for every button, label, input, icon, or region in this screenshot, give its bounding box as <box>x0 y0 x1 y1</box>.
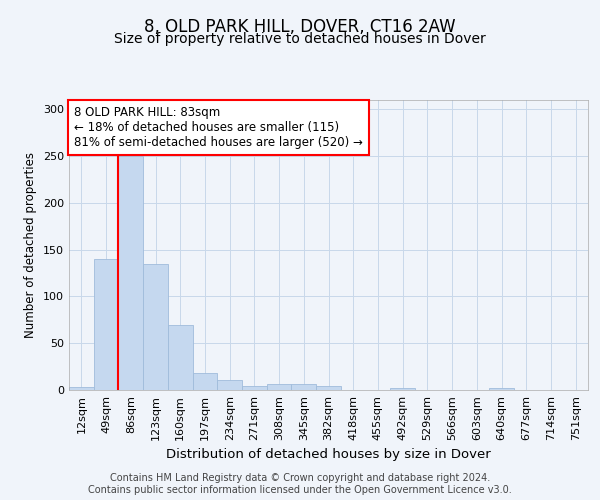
Bar <box>292 384 316 390</box>
Bar <box>489 388 514 390</box>
Bar <box>168 324 193 390</box>
Bar <box>316 386 341 390</box>
X-axis label: Distribution of detached houses by size in Dover: Distribution of detached houses by size … <box>166 448 491 462</box>
Bar <box>390 388 415 390</box>
Text: 8 OLD PARK HILL: 83sqm
← 18% of detached houses are smaller (115)
81% of semi-de: 8 OLD PARK HILL: 83sqm ← 18% of detached… <box>74 106 363 149</box>
Bar <box>94 259 118 390</box>
Text: Size of property relative to detached houses in Dover: Size of property relative to detached ho… <box>114 32 486 46</box>
Bar <box>143 264 168 390</box>
Bar <box>69 387 94 390</box>
Bar <box>193 373 217 390</box>
Bar <box>118 156 143 390</box>
Text: 8, OLD PARK HILL, DOVER, CT16 2AW: 8, OLD PARK HILL, DOVER, CT16 2AW <box>144 18 456 36</box>
Bar <box>217 380 242 390</box>
Y-axis label: Number of detached properties: Number of detached properties <box>25 152 37 338</box>
Bar <box>267 384 292 390</box>
Bar <box>242 386 267 390</box>
Text: Contains HM Land Registry data © Crown copyright and database right 2024.
Contai: Contains HM Land Registry data © Crown c… <box>88 474 512 495</box>
